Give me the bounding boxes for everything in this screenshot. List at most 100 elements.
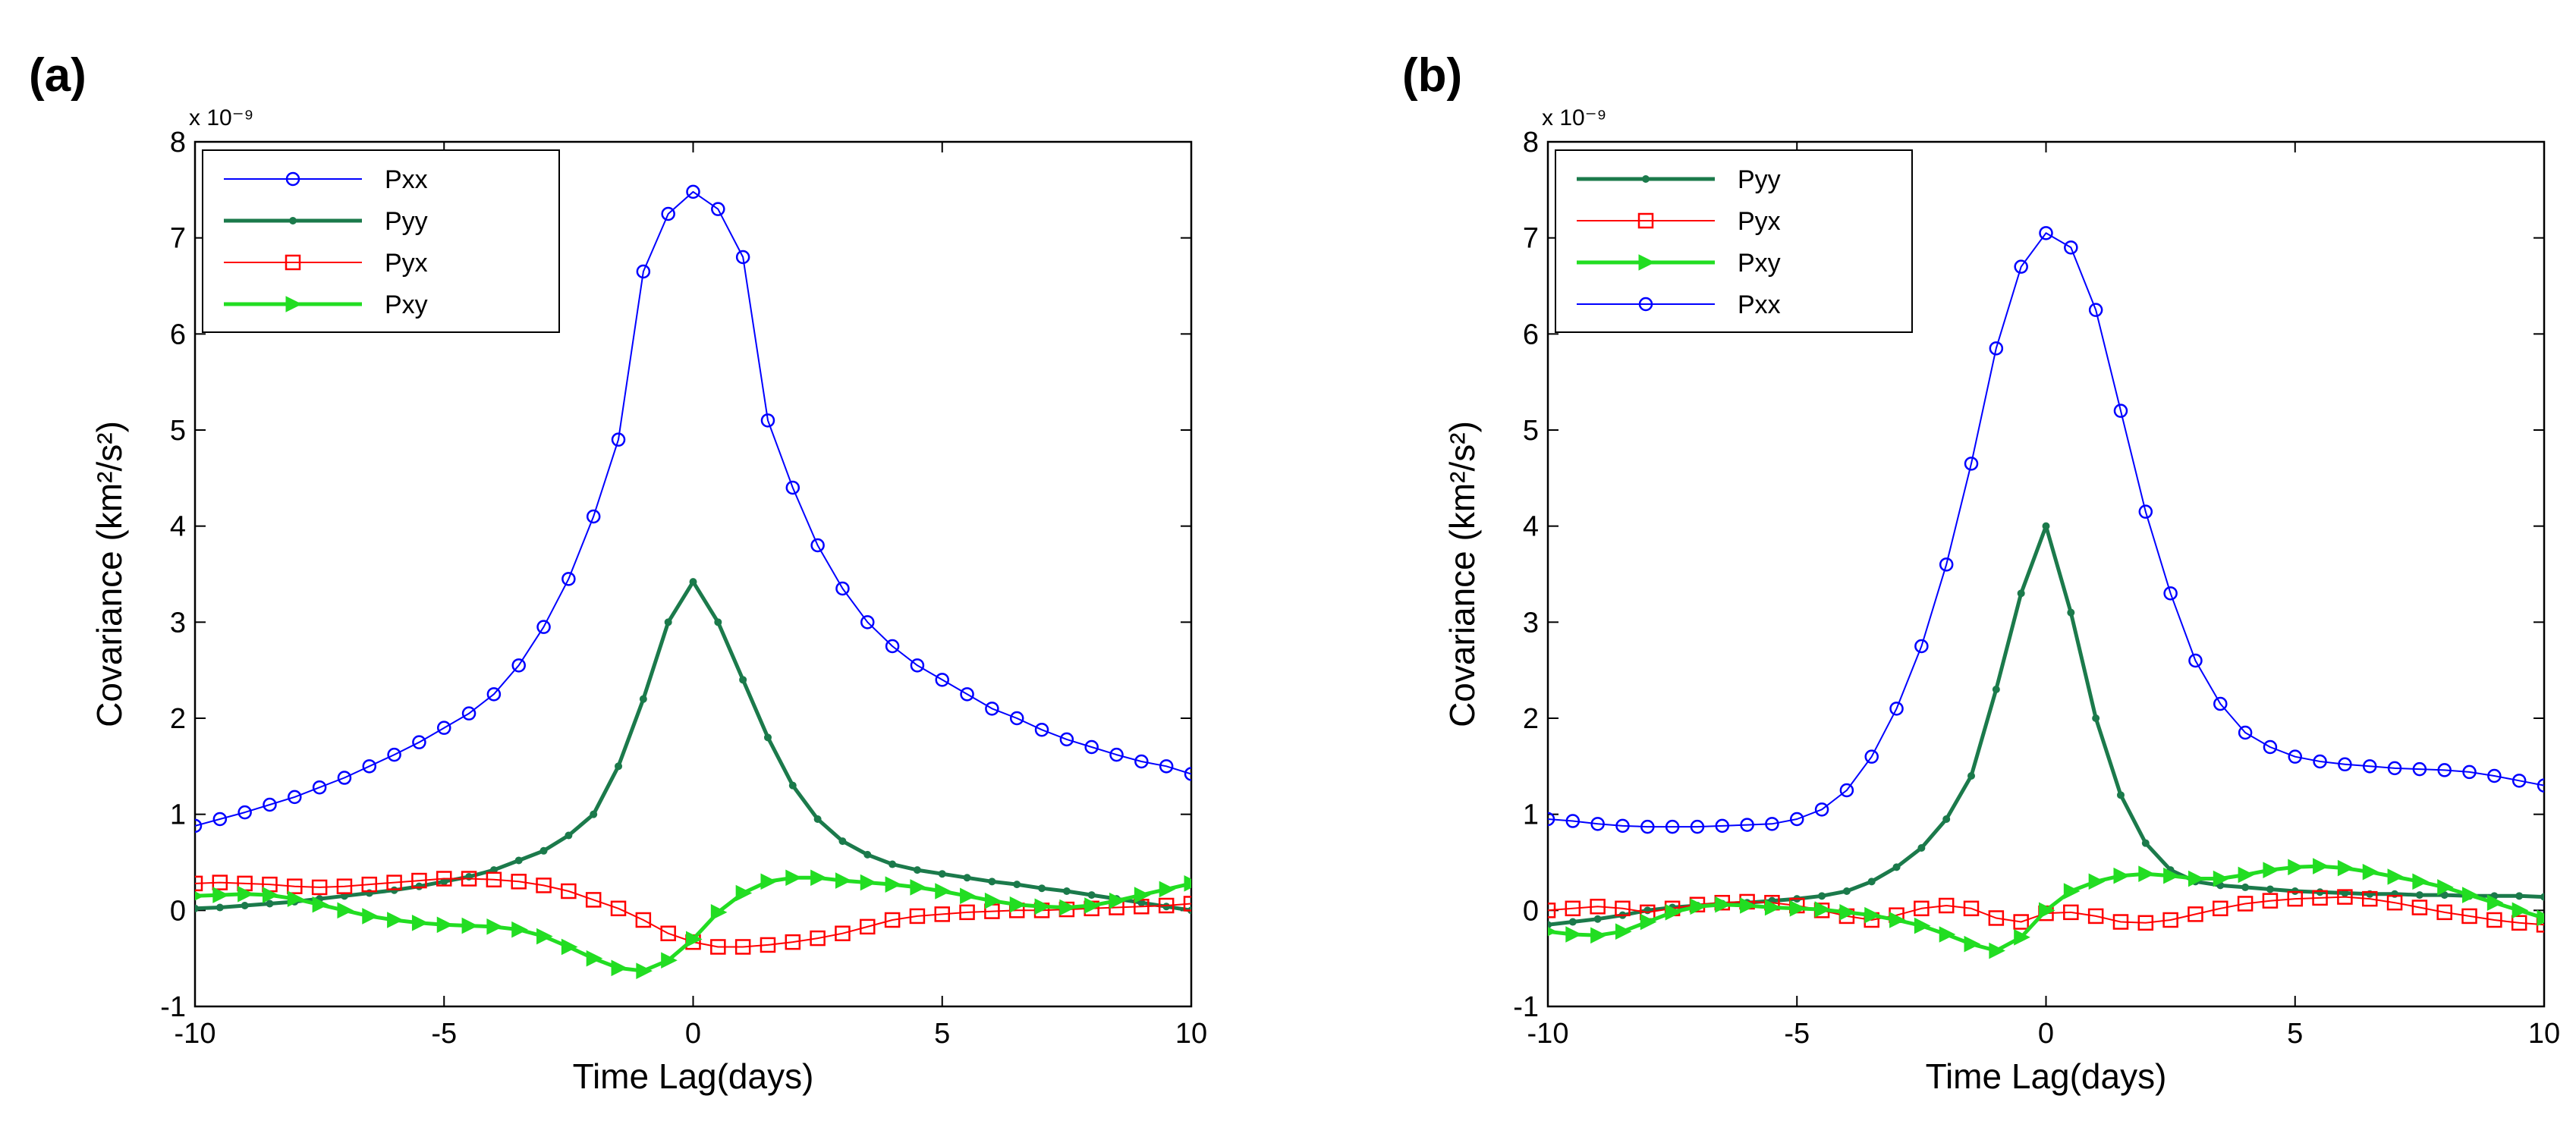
data-point-pyx bbox=[2511, 915, 2527, 931]
data-point-pyx bbox=[1134, 899, 1150, 915]
data-point-pyx bbox=[884, 912, 901, 928]
data-point-pyx bbox=[2361, 890, 2378, 907]
legend-label-pxy: Pxy bbox=[385, 290, 428, 319]
data-point-pyx bbox=[411, 872, 427, 889]
data-point-pxx bbox=[2263, 739, 2278, 755]
data-point-pxx bbox=[1690, 819, 1705, 834]
y-tick-label: -1 bbox=[160, 991, 186, 1023]
data-point-pxy bbox=[835, 872, 852, 889]
data-point-pyy bbox=[2266, 885, 2274, 893]
data-point-pyy bbox=[615, 762, 623, 771]
data-point-pxy bbox=[910, 879, 927, 896]
data-point-pxx bbox=[810, 538, 825, 553]
data-point-pxx bbox=[2313, 754, 2327, 769]
data-point-pxy bbox=[2238, 866, 2255, 884]
y-tick-label: 7 bbox=[1523, 223, 1539, 255]
data-point-pxx bbox=[1889, 702, 1904, 716]
x-tick-label: 5 bbox=[2287, 1018, 2303, 1050]
data-point-pxy bbox=[2537, 909, 2544, 927]
data-point-pxx bbox=[1864, 749, 1879, 764]
data-point-pyx bbox=[660, 925, 676, 941]
data-point-pyy bbox=[739, 676, 747, 684]
y-multiplier: x 10⁻⁹ bbox=[189, 105, 253, 130]
legend-marker-pxx bbox=[1638, 297, 1653, 312]
data-point-pxy bbox=[1964, 935, 1981, 953]
data-point-pyy bbox=[415, 882, 423, 890]
data-point-pxy bbox=[2113, 867, 2131, 884]
data-point-pxy bbox=[810, 869, 827, 887]
data-point-pxy bbox=[461, 917, 479, 934]
data-point-pxx bbox=[2213, 696, 2228, 711]
data-point-pyx bbox=[2063, 904, 2079, 921]
legend-label-pxx: Pxx bbox=[385, 165, 428, 194]
data-point-pxx bbox=[1715, 818, 1730, 834]
data-point-pxx bbox=[1034, 722, 1049, 737]
data-point-pxy bbox=[262, 887, 279, 903]
data-point-pxy bbox=[536, 928, 553, 945]
data-point-pyy bbox=[714, 618, 722, 626]
data-point-pxx bbox=[2362, 759, 2377, 774]
data-point-pyy bbox=[241, 902, 249, 909]
data-point-pyx bbox=[2162, 912, 2178, 928]
data-point-pyx bbox=[386, 874, 402, 890]
data-point-pxy bbox=[2188, 870, 2205, 887]
series-layer bbox=[195, 184, 1191, 979]
data-point-pyy bbox=[1867, 878, 1876, 886]
data-point-pxy bbox=[2163, 867, 2180, 884]
x-tick-label: 0 bbox=[2038, 1018, 2054, 1050]
x-tick-label: 0 bbox=[685, 1018, 701, 1050]
y-tick-label: 0 bbox=[170, 895, 186, 927]
data-point-pxy bbox=[411, 914, 429, 931]
data-point-pyx bbox=[336, 878, 353, 894]
y-tick-label: 6 bbox=[1523, 319, 1539, 350]
data-point-pyy bbox=[639, 695, 647, 703]
x-axis-label: Time Lag(days) bbox=[573, 1056, 814, 1096]
data-point-pxy bbox=[2462, 887, 2479, 903]
data-point-pxx bbox=[760, 413, 775, 428]
data-point-pxy bbox=[2138, 865, 2155, 883]
data-point-pxx bbox=[1084, 739, 1099, 755]
data-point-pxy bbox=[735, 884, 753, 902]
data-point-pxy bbox=[1034, 898, 1052, 915]
data-point-pxx bbox=[2462, 765, 2477, 780]
data-point-pyx bbox=[1590, 899, 1606, 915]
data-point-pxy bbox=[760, 873, 778, 890]
data-point-pxy bbox=[237, 885, 254, 903]
data-point-pxy bbox=[1939, 926, 1956, 943]
data-point-pxy bbox=[686, 931, 703, 948]
data-point-pxx bbox=[1989, 341, 2004, 356]
data-point-pxx bbox=[2487, 768, 2502, 783]
data-point-pyy bbox=[514, 856, 523, 865]
data-point-pyy bbox=[1548, 921, 1552, 929]
data-point-pyy bbox=[938, 870, 946, 878]
data-point-pxx bbox=[237, 805, 252, 820]
data-point-pxy bbox=[1789, 900, 1807, 917]
data-point-pxx bbox=[785, 480, 800, 495]
data-point-pyy bbox=[565, 831, 573, 840]
data-point-pxy bbox=[1740, 897, 1757, 914]
data-point-pyy bbox=[863, 850, 872, 859]
data-point-pxx bbox=[337, 771, 352, 785]
panel-label: (a) bbox=[29, 49, 86, 102]
data-point-pyx bbox=[1548, 903, 1556, 918]
data-point-pxx bbox=[2039, 226, 2053, 240]
data-point-pyx bbox=[1565, 900, 1581, 917]
data-point-pyx bbox=[2262, 893, 2279, 909]
data-point-pxy bbox=[636, 962, 653, 979]
data-point-pxy bbox=[486, 918, 504, 935]
data-point-pyy bbox=[2241, 883, 2250, 891]
data-point-pxy bbox=[312, 896, 329, 913]
data-point-pxx bbox=[1184, 767, 1191, 781]
data-point-pxy bbox=[2387, 868, 2405, 885]
y-axis-label: Covariance (km²/s²) bbox=[1442, 421, 1482, 727]
data-point-pyy bbox=[1967, 772, 1976, 780]
data-point-pyx bbox=[436, 871, 452, 887]
data-point-pyy bbox=[1038, 884, 1046, 893]
legend-label-pxx: Pxx bbox=[1738, 290, 1781, 319]
data-point-pyy bbox=[2515, 892, 2524, 900]
data-point-pyx bbox=[2013, 914, 2029, 930]
data-point-pyx bbox=[311, 879, 328, 896]
series-line-pxx bbox=[195, 190, 1191, 827]
data-point-pyx bbox=[760, 937, 776, 953]
